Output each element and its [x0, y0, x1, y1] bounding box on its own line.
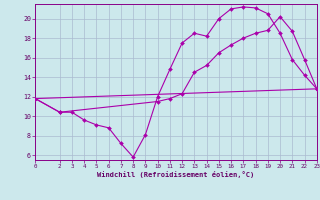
- X-axis label: Windchill (Refroidissement éolien,°C): Windchill (Refroidissement éolien,°C): [97, 171, 255, 178]
